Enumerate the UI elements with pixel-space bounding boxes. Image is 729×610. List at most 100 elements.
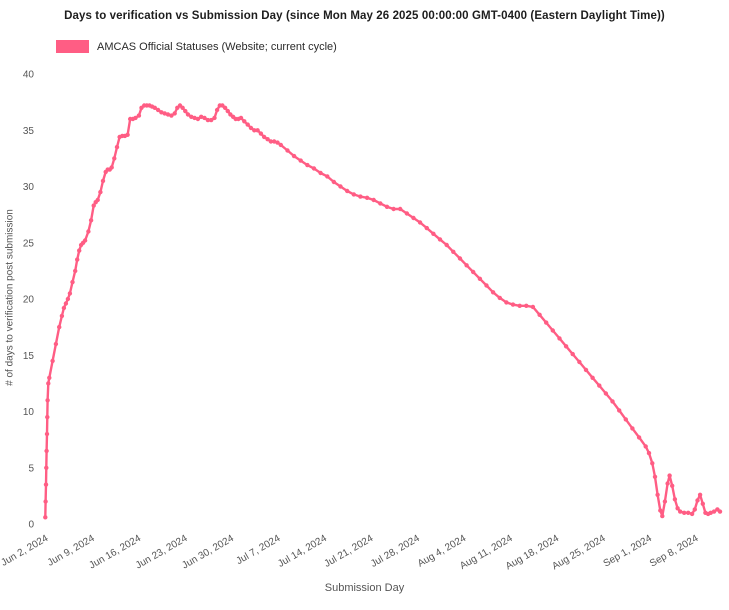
series-marker bbox=[457, 256, 463, 261]
series-marker bbox=[73, 268, 78, 274]
series-marker bbox=[70, 279, 75, 285]
series-marker bbox=[444, 242, 449, 248]
series-marker bbox=[623, 417, 628, 422]
series-marker bbox=[172, 111, 177, 116]
series-marker bbox=[371, 197, 376, 203]
series-marker bbox=[577, 359, 582, 365]
series-marker bbox=[717, 509, 723, 514]
series-marker bbox=[667, 473, 672, 478]
series-marker bbox=[45, 414, 50, 420]
series-marker bbox=[497, 295, 502, 301]
series-marker bbox=[650, 461, 655, 466]
series-marker bbox=[655, 492, 660, 497]
legend-swatch[interactable] bbox=[56, 40, 89, 53]
series-marker bbox=[183, 108, 188, 114]
x-tick-label: Jul 14, 2024 bbox=[276, 533, 329, 570]
series-marker bbox=[82, 238, 88, 243]
chart-title: Days to verification vs Submission Day (… bbox=[64, 10, 665, 22]
series-marker bbox=[75, 257, 80, 262]
series-marker bbox=[225, 108, 230, 114]
series-marker bbox=[464, 263, 469, 268]
series-marker bbox=[570, 351, 575, 357]
series-marker bbox=[100, 178, 106, 184]
series-marker bbox=[44, 448, 49, 454]
series-marker bbox=[222, 105, 228, 111]
series-marker bbox=[112, 156, 117, 161]
series-marker bbox=[617, 408, 622, 413]
series-marker bbox=[238, 115, 244, 121]
series-marker bbox=[88, 218, 94, 223]
series-marker bbox=[398, 206, 403, 212]
series-marker bbox=[258, 131, 264, 136]
series-marker bbox=[544, 320, 549, 325]
series-marker bbox=[682, 510, 687, 515]
series-marker bbox=[700, 501, 705, 506]
series-marker bbox=[550, 328, 555, 333]
y-tick-label: 10 bbox=[23, 407, 35, 418]
series-marker bbox=[318, 170, 323, 176]
series-marker bbox=[630, 426, 635, 431]
series-marker bbox=[278, 142, 283, 148]
series-marker bbox=[662, 499, 668, 504]
series-marker bbox=[50, 358, 55, 364]
series-marker bbox=[417, 220, 423, 225]
series-marker bbox=[404, 211, 410, 216]
series-marker bbox=[169, 113, 174, 118]
series-marker bbox=[152, 105, 157, 111]
series-marker bbox=[311, 166, 317, 171]
series-marker bbox=[557, 336, 562, 341]
y-tick-label: 30 bbox=[23, 182, 35, 193]
series-line bbox=[44, 104, 722, 519]
series-marker bbox=[660, 513, 665, 519]
series-marker bbox=[43, 499, 48, 504]
series-marker bbox=[262, 134, 267, 140]
series-marker bbox=[65, 296, 71, 302]
series-marker bbox=[670, 483, 675, 488]
x-tick-label: Sep 8, 2024 bbox=[648, 533, 701, 570]
series-marker bbox=[59, 313, 65, 319]
series-marker bbox=[63, 301, 69, 306]
series-marker bbox=[524, 303, 529, 308]
legend-label[interactable]: AMCAS Official Statuses (Website; curren… bbox=[97, 40, 337, 53]
series-marker bbox=[424, 225, 429, 231]
series-marker bbox=[411, 215, 416, 221]
series-marker bbox=[338, 184, 343, 189]
series-marker bbox=[305, 162, 310, 168]
series-marker bbox=[155, 107, 161, 113]
series-marker bbox=[252, 128, 257, 133]
series-marker bbox=[378, 201, 383, 206]
series-marker bbox=[214, 107, 220, 113]
x-tick-label: Jun 2, 2024 bbox=[0, 533, 51, 569]
series-marker bbox=[53, 341, 59, 347]
y-tick-label: 40 bbox=[23, 70, 35, 81]
series-marker bbox=[298, 158, 303, 163]
series-marker bbox=[77, 248, 82, 253]
series-marker bbox=[165, 112, 171, 117]
series-marker bbox=[91, 203, 96, 208]
series-marker bbox=[643, 444, 648, 449]
series-marker bbox=[162, 111, 167, 116]
series-marker bbox=[325, 174, 330, 179]
x-tick-label: Jul 21, 2024 bbox=[323, 533, 376, 570]
series-marker bbox=[255, 128, 260, 133]
series-marker bbox=[675, 506, 680, 511]
series-marker bbox=[686, 510, 691, 515]
series-marker bbox=[248, 125, 254, 131]
series-marker bbox=[242, 119, 247, 124]
series-marker bbox=[331, 179, 337, 185]
series-marker bbox=[658, 508, 663, 513]
series-marker bbox=[268, 139, 274, 144]
series-marker bbox=[563, 344, 569, 349]
series-marker bbox=[180, 105, 185, 111]
y-tick-label: 15 bbox=[23, 351, 35, 362]
series-marker bbox=[708, 510, 713, 515]
series-marker bbox=[212, 115, 217, 121]
series-marker bbox=[610, 399, 615, 404]
series-marker bbox=[603, 391, 609, 396]
series-marker bbox=[692, 507, 697, 512]
series-marker bbox=[689, 511, 695, 517]
y-tick-label: 25 bbox=[23, 238, 35, 249]
series-marker bbox=[537, 312, 542, 317]
